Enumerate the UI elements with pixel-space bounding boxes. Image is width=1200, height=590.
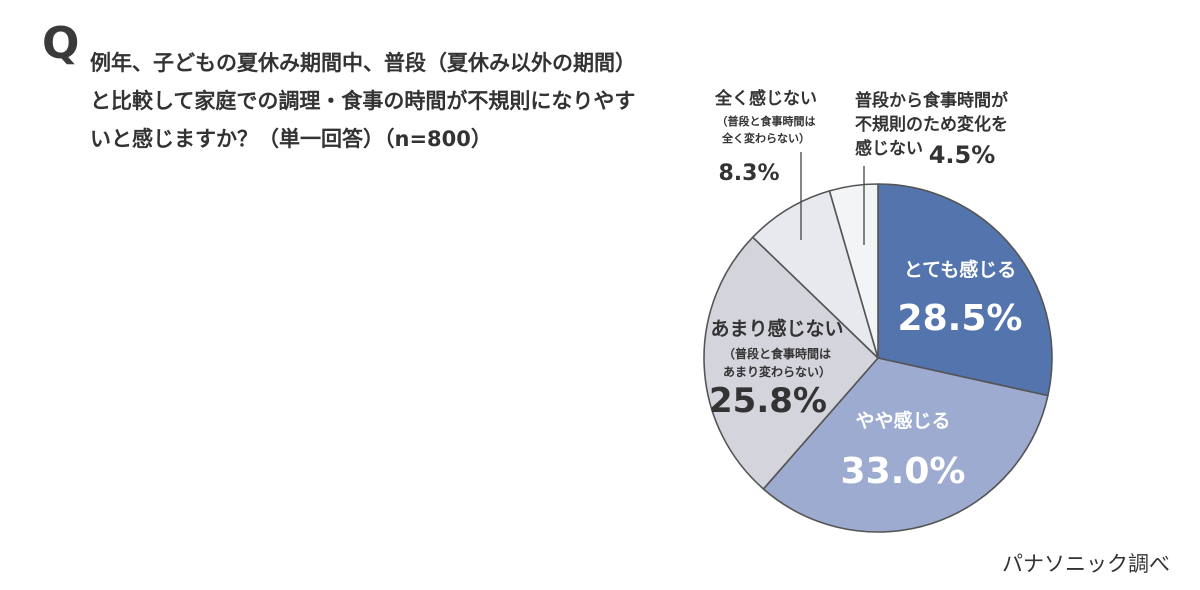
- question-line-2: と比較して家庭での調理・食事の時間が不規則になりやす: [90, 89, 636, 113]
- pie-slice-4: [751, 190, 879, 359]
- slice-label-1: とても感じる: [904, 258, 1016, 281]
- question-mark: Q: [42, 18, 80, 69]
- question-text: 例年、子どもの夏休み期間中、普段（夏休み以外の期間） と比較して家庭での調理・食…: [90, 44, 690, 158]
- slice-value-3: 25.8%: [709, 381, 827, 421]
- pie-slice-2: [762, 357, 1049, 533]
- slice-sublabel-4b: 全く変わらない）: [721, 131, 810, 145]
- question-line-3: いと感じますか？（単一回答）（n=800）: [90, 127, 492, 151]
- slice-value-1: 28.5%: [898, 298, 1023, 339]
- slice-sublabel-3a: （普段と食事時間は: [723, 346, 831, 361]
- slice-label-5a: 普段から食事時間が: [855, 90, 1008, 111]
- slice-sublabel-3b: あまり変わらない）: [723, 364, 831, 379]
- slice-sublabel-4a: （普段と食事時間は: [717, 114, 816, 128]
- slice-label-5c: 感じない: [855, 138, 923, 159]
- slice-value-4: 8.3%: [718, 161, 779, 186]
- pie-slice-1: [877, 183, 1053, 397]
- slice-label-2: やや感じる: [855, 409, 950, 432]
- pie-slice-3: [703, 236, 879, 490]
- slice-value-2: 33.0%: [841, 451, 966, 492]
- slice-label-5b: 不規則のため変化を: [855, 114, 1008, 135]
- slice-value-5: 4.5%: [929, 141, 996, 169]
- slice-label-3: あまり感じない: [710, 317, 843, 340]
- pie-slice-5: [828, 183, 879, 359]
- slice-label-4: 全く感じない: [714, 88, 817, 109]
- source-note: パナソニック調べ: [1002, 552, 1170, 576]
- question-line-1: 例年、子どもの夏休み期間中、普段（夏休み以外の期間）: [90, 51, 636, 75]
